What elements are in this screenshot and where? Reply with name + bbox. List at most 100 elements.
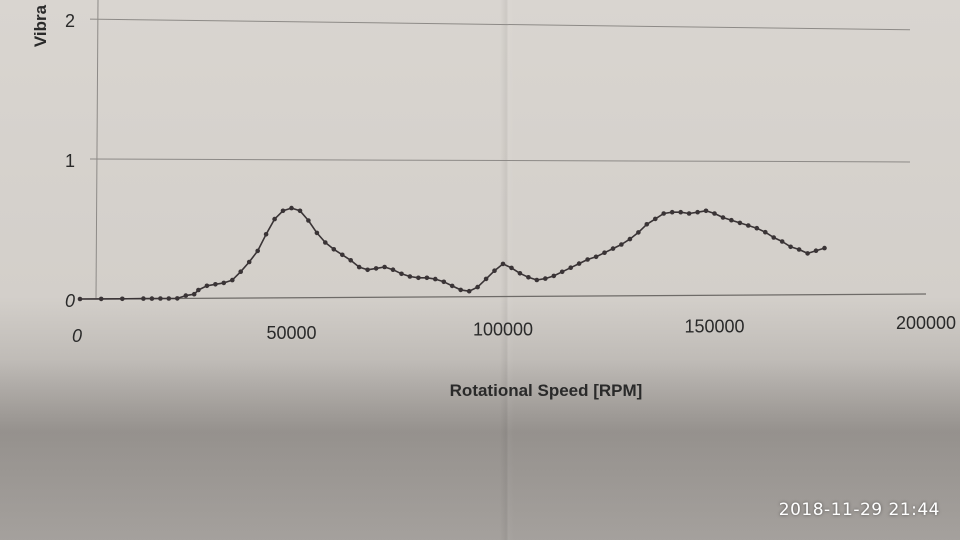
data-point-76 bbox=[754, 225, 760, 231]
data-point-37 bbox=[424, 275, 430, 281]
photo-timestamp: 2018-11-29 21:44 bbox=[778, 500, 940, 520]
x-tick-label-200000: 200000 bbox=[896, 313, 956, 333]
data-point-13 bbox=[221, 280, 227, 286]
data-point-56 bbox=[585, 257, 590, 262]
data-point-18 bbox=[263, 232, 269, 237]
data-point-35 bbox=[407, 274, 413, 279]
data-point-2 bbox=[120, 296, 125, 302]
data-point-67 bbox=[678, 209, 683, 215]
x-tick-label-0: 0 bbox=[72, 326, 82, 346]
data-point-42 bbox=[466, 288, 472, 294]
axes bbox=[79, 0, 927, 300]
gridlines bbox=[89, 18, 911, 163]
data-point-58 bbox=[602, 250, 607, 255]
data-point-64 bbox=[653, 216, 658, 222]
data-point-44 bbox=[483, 276, 489, 282]
data-point-34 bbox=[399, 271, 404, 277]
data-point-54 bbox=[568, 265, 573, 271]
data-point-38 bbox=[433, 276, 438, 282]
data-point-57 bbox=[593, 254, 599, 260]
y-tick-label-0: 0 bbox=[65, 291, 75, 311]
data-point-52 bbox=[551, 273, 557, 279]
x-axis-title: Rotational Speed [RPM] bbox=[450, 381, 643, 400]
data-point-24 bbox=[314, 230, 320, 236]
series-points bbox=[77, 205, 827, 302]
data-point-72 bbox=[720, 215, 726, 220]
paper-fold-crease bbox=[500, 0, 514, 540]
data-point-36 bbox=[416, 275, 421, 281]
data-point-39 bbox=[441, 279, 447, 285]
data-point-15 bbox=[238, 269, 243, 275]
data-point-8 bbox=[183, 293, 189, 298]
data-point-60 bbox=[619, 242, 624, 247]
data-point-81 bbox=[796, 247, 802, 252]
data-point-49 bbox=[526, 275, 531, 280]
data-point-4 bbox=[149, 296, 155, 301]
data-point-74 bbox=[737, 220, 743, 226]
data-point-53 bbox=[559, 269, 565, 275]
data-point-10 bbox=[196, 287, 201, 293]
data-point-22 bbox=[297, 208, 303, 214]
x-tick-label-50000: 50000 bbox=[266, 323, 316, 343]
data-point-26 bbox=[331, 247, 337, 252]
data-point-33 bbox=[390, 267, 396, 273]
data-point-6 bbox=[166, 296, 172, 301]
data-point-63 bbox=[644, 222, 650, 227]
data-point-59 bbox=[610, 246, 616, 251]
data-point-79 bbox=[779, 239, 785, 244]
data-point-46 bbox=[500, 261, 506, 267]
data-point-71 bbox=[712, 211, 717, 216]
data-point-84 bbox=[822, 245, 827, 251]
gridline-y-1 bbox=[89, 158, 911, 163]
data-point-78 bbox=[771, 235, 776, 240]
y-tick-labels: 0 1 2 bbox=[65, 11, 75, 311]
data-point-68 bbox=[686, 211, 692, 216]
data-point-3 bbox=[141, 296, 146, 301]
data-point-25 bbox=[323, 240, 328, 245]
data-point-51 bbox=[543, 276, 548, 281]
x-tick-labels: 0 50000 100000 150000 200000 bbox=[72, 313, 956, 346]
data-point-0 bbox=[77, 296, 83, 302]
data-point-62 bbox=[636, 230, 641, 235]
data-point-28 bbox=[348, 258, 354, 263]
data-point-29 bbox=[356, 264, 362, 270]
photo-shadow bbox=[0, 360, 960, 540]
y-axis-title: Vibra bbox=[31, 4, 50, 47]
x-tick-label-100000: 100000 bbox=[473, 320, 533, 340]
data-point-41 bbox=[458, 287, 464, 293]
data-point-50 bbox=[534, 277, 540, 283]
data-point-69 bbox=[695, 209, 700, 215]
data-point-55 bbox=[576, 261, 582, 266]
data-point-77 bbox=[763, 229, 768, 235]
data-point-23 bbox=[306, 218, 311, 223]
data-point-5 bbox=[158, 296, 163, 301]
data-point-48 bbox=[517, 271, 523, 276]
data-point-12 bbox=[213, 282, 218, 287]
data-point-82 bbox=[805, 251, 810, 256]
data-point-17 bbox=[255, 248, 260, 254]
data-point-16 bbox=[246, 259, 252, 265]
data-point-65 bbox=[661, 211, 666, 216]
data-point-40 bbox=[449, 283, 455, 289]
data-point-73 bbox=[729, 217, 734, 223]
data-point-27 bbox=[340, 252, 345, 258]
data-point-30 bbox=[365, 267, 370, 273]
data-point-83 bbox=[813, 248, 819, 253]
data-point-70 bbox=[703, 208, 709, 214]
y-axis-line bbox=[95, 0, 99, 299]
data-point-11 bbox=[204, 283, 210, 289]
data-point-1 bbox=[98, 296, 104, 302]
data-point-7 bbox=[175, 296, 180, 301]
y-tick-label-2: 2 bbox=[65, 11, 75, 31]
data-point-45 bbox=[492, 268, 497, 274]
data-point-14 bbox=[230, 277, 235, 283]
data-point-43 bbox=[475, 284, 480, 290]
data-point-9 bbox=[191, 291, 197, 297]
x-axis-line bbox=[79, 293, 927, 300]
x-tick-label-150000: 150000 bbox=[684, 316, 744, 336]
y-tick-label-1: 1 bbox=[65, 151, 75, 171]
data-point-75 bbox=[746, 223, 751, 228]
data-point-20 bbox=[280, 208, 286, 214]
